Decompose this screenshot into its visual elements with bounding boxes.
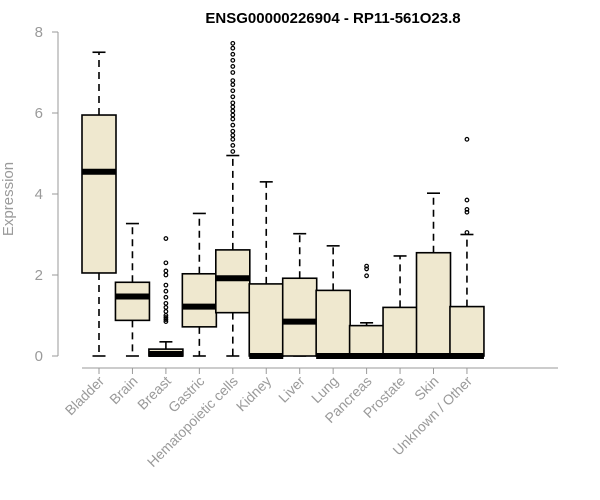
outlier-point	[230, 78, 236, 83]
outlier-point	[230, 116, 236, 122]
y-tick-label: 2	[35, 267, 43, 284]
outlier-point	[230, 122, 236, 128]
outlier-point	[230, 128, 236, 134]
outlier-point	[464, 230, 470, 235]
box-group	[315, 245, 351, 359]
outlier-point	[163, 309, 169, 314]
box-group	[382, 255, 418, 359]
outlier-point	[163, 268, 169, 274]
outlier-point	[163, 305, 169, 310]
y-tick-label: 6	[35, 105, 43, 122]
outlier-point	[230, 94, 236, 100]
box-iqr	[81, 114, 117, 274]
box-group	[281, 232, 318, 357]
box-group	[415, 192, 452, 359]
outlier-point	[230, 57, 236, 63]
outlier-point	[230, 104, 236, 110]
outlier-point	[230, 51, 236, 57]
y-tick-label: 4	[35, 186, 43, 203]
outlier-point	[163, 288, 169, 294]
outlier-point	[230, 88, 236, 94]
box-iqr	[348, 324, 385, 357]
x-tick-label: Liver	[275, 373, 308, 406]
box-iqr	[215, 249, 251, 314]
outlier-point	[163, 236, 169, 241]
outlier-point	[163, 300, 169, 306]
outlier-point	[364, 266, 370, 272]
outlier-point	[163, 272, 169, 278]
outlier-point	[163, 260, 169, 266]
outlier-point	[230, 100, 236, 106]
box-iqr	[415, 251, 452, 357]
outlier-point	[230, 132, 236, 138]
box-group	[248, 181, 285, 359]
box-group	[215, 40, 251, 357]
box-group	[181, 212, 218, 357]
outlier-point	[230, 136, 236, 142]
outlier-point	[163, 315, 169, 320]
box-iqr	[449, 305, 485, 357]
outlier-point	[230, 70, 236, 75]
outlier-point	[364, 273, 370, 279]
x-tick-label: Bladder	[62, 373, 108, 419]
outlier-point	[163, 282, 169, 288]
outlier-point	[464, 209, 470, 215]
outlier-point	[163, 294, 169, 300]
outlier-point	[230, 149, 236, 154]
chart-title: ENSG00000226904 - RP11-561O23.8	[205, 10, 460, 27]
outlier-point	[464, 136, 470, 142]
box-group	[148, 236, 184, 357]
box-iqr	[315, 289, 351, 357]
box-iqr	[281, 277, 318, 357]
outlier-point	[230, 45, 236, 51]
box-group	[114, 222, 151, 357]
outlier-point	[464, 197, 470, 203]
box-series	[81, 40, 485, 359]
outlier-point	[230, 64, 236, 69]
y-tick-label: 0	[35, 348, 43, 365]
outlier-point	[230, 82, 236, 88]
box-group	[81, 51, 117, 357]
y-axis-label: Expression	[0, 162, 17, 236]
box-iqr	[181, 272, 218, 328]
box-iqr	[114, 281, 151, 322]
outlier-point	[230, 142, 236, 148]
outlier-point	[464, 206, 470, 212]
y-tick-label: 8	[35, 24, 43, 41]
outlier-point	[230, 112, 236, 118]
x-tick-label: Kidney	[233, 373, 275, 415]
box-group	[449, 136, 485, 359]
box-group	[348, 263, 385, 359]
outlier-point	[230, 108, 236, 114]
box-iqr	[382, 306, 418, 357]
box-iqr	[248, 283, 285, 357]
outlier-point	[230, 40, 236, 46]
y-axis-ticks: 0 2 4 6 8	[35, 24, 58, 365]
outlier-point	[364, 263, 370, 269]
